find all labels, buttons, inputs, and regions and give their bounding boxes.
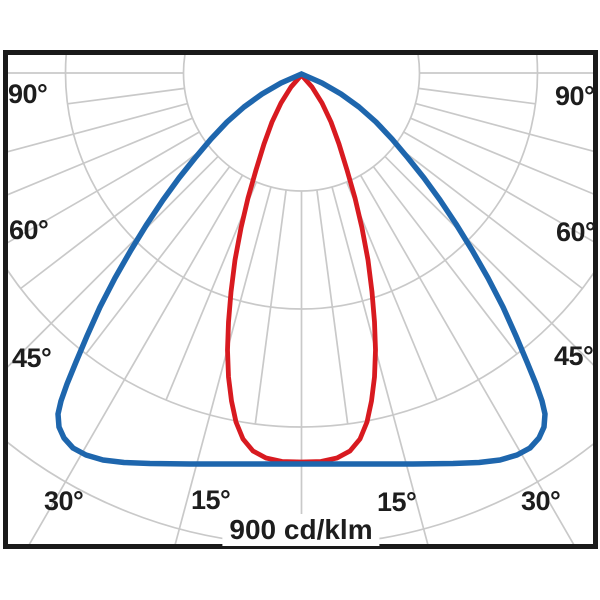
angle-line-minor-right-52.5 (394, 144, 583, 290)
intensity-ring-675 (8, 269, 593, 428)
angle-label-right-15: 15° (377, 487, 417, 517)
angle-line-minor-right-37.5 (372, 166, 518, 355)
angle-line-left-15 (174, 186, 272, 544)
intensity-scale-label: 900 cd/klm (222, 514, 380, 546)
angle-line-minor-right-82.5 (418, 87, 536, 105)
angle-label-left-60: 60° (9, 215, 49, 245)
angle-line-left-30 (28, 174, 244, 544)
angle-line-minor-right-67.5 (410, 117, 593, 195)
angle-line-minor-left-67.5 (8, 117, 193, 196)
angle-label-right-30: 30° (521, 486, 561, 516)
angle-line-minor-left-37.5 (85, 166, 231, 355)
angle-line-right-60 (403, 131, 593, 243)
angle-line-left-60 (8, 131, 200, 244)
intensity-curves (55, 71, 548, 467)
angle-label-left-90: 90° (8, 79, 48, 109)
angle-label-left-30: 30° (44, 486, 84, 516)
angle-label-left-15: 15° (191, 485, 231, 515)
angle-line-minor-right-7.5 (316, 189, 349, 425)
blue-curve (55, 71, 548, 467)
chart-frame (3, 50, 598, 549)
angle-label-right-45: 45° (554, 341, 594, 371)
angle-label-right-90: 90° (555, 81, 595, 111)
angle-line-right-15 (331, 186, 429, 544)
angle-line-right-45 (384, 155, 593, 366)
angle-line-minor-left-52.5 (20, 144, 209, 290)
angle-label-right-60: 60° (556, 217, 596, 247)
angle-label-left-45: 45° (12, 343, 52, 373)
angle-line-right-30 (359, 174, 575, 544)
angle-line-right-75 (415, 102, 593, 152)
angle-line-minor-left-7.5 (254, 189, 287, 425)
angle-line-left-75 (8, 102, 188, 153)
intensity-ring-225 (182, 55, 421, 192)
angle-line-minor-left-82.5 (67, 87, 185, 105)
angle-line-left-45 (8, 155, 219, 368)
